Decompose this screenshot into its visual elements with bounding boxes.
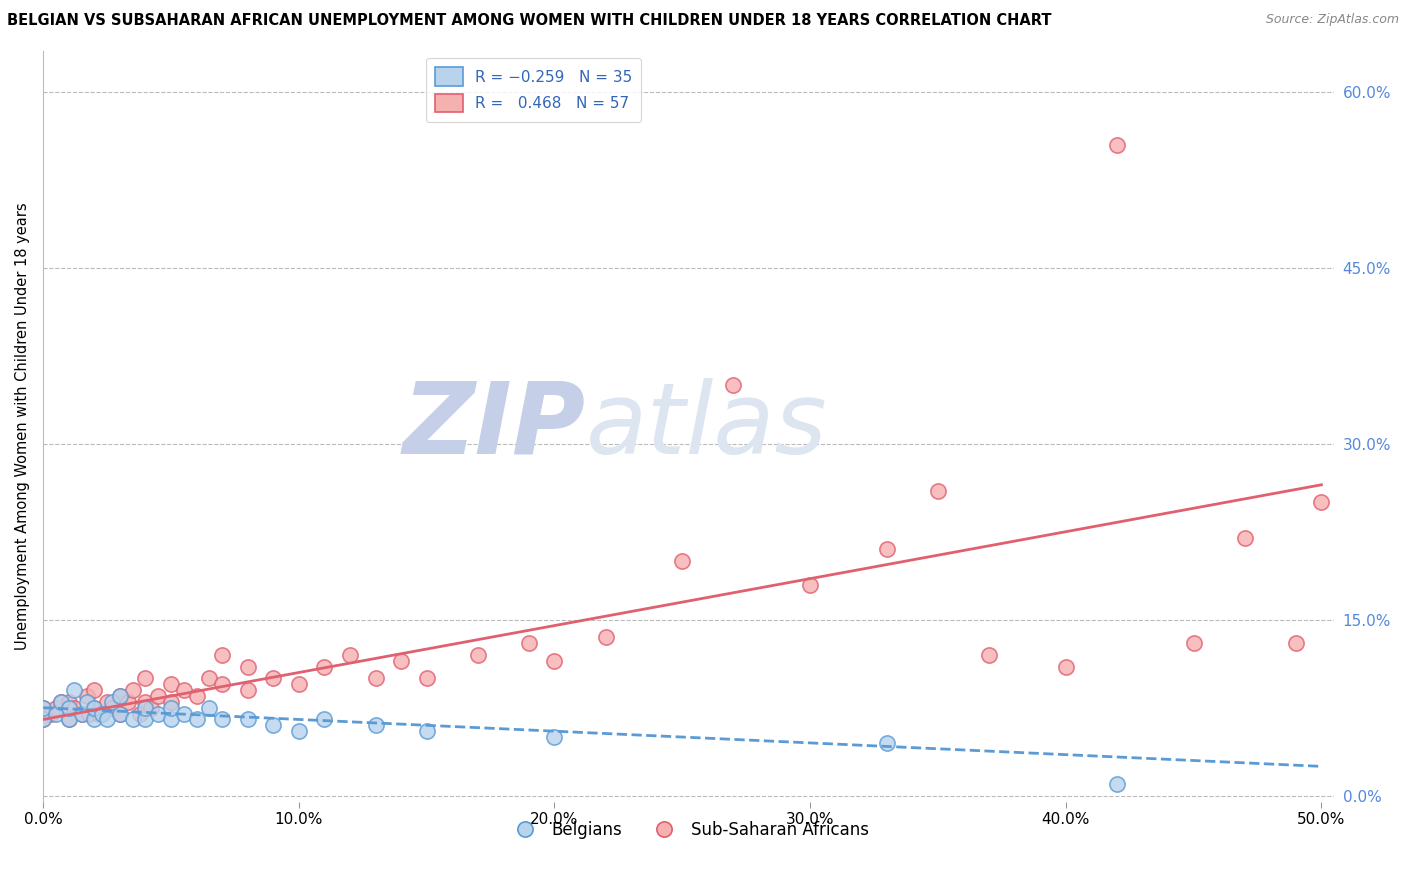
Point <box>96 713 118 727</box>
Point <box>148 706 170 721</box>
Point <box>1285 636 1308 650</box>
Point <box>58 713 80 727</box>
Point <box>236 659 259 673</box>
Point <box>173 683 195 698</box>
Point <box>108 706 131 721</box>
Point <box>32 700 55 714</box>
Point <box>1054 659 1077 673</box>
Point <box>186 713 208 727</box>
Point <box>799 577 821 591</box>
Point <box>117 695 139 709</box>
Point <box>517 636 540 650</box>
Point <box>91 706 114 721</box>
Point <box>45 706 67 721</box>
Point <box>83 700 105 714</box>
Point <box>108 706 131 721</box>
Point <box>160 713 183 727</box>
Point <box>173 706 195 721</box>
Point <box>63 683 86 698</box>
Point <box>876 736 898 750</box>
Point <box>595 630 617 644</box>
Point <box>58 695 80 709</box>
Point <box>101 700 124 714</box>
Point <box>32 700 55 714</box>
Point <box>83 713 105 727</box>
Point <box>1233 531 1256 545</box>
Point <box>58 713 80 727</box>
Point <box>108 689 131 703</box>
Text: BELGIAN VS SUBSAHARAN AFRICAN UNEMPLOYMENT AMONG WOMEN WITH CHILDREN UNDER 18 YE: BELGIAN VS SUBSAHARAN AFRICAN UNEMPLOYME… <box>7 13 1052 29</box>
Point <box>83 683 105 698</box>
Point <box>364 718 387 732</box>
Point <box>49 695 72 709</box>
Point <box>364 672 387 686</box>
Point <box>160 695 183 709</box>
Point <box>876 542 898 557</box>
Point <box>977 648 1000 662</box>
Text: Source: ZipAtlas.com: Source: ZipAtlas.com <box>1265 13 1399 27</box>
Point <box>198 700 221 714</box>
Point <box>211 677 233 691</box>
Point <box>121 683 143 698</box>
Point <box>186 689 208 703</box>
Point <box>101 695 124 709</box>
Point <box>160 700 183 714</box>
Point <box>211 713 233 727</box>
Point <box>1182 636 1205 650</box>
Point <box>160 677 183 691</box>
Point <box>134 672 156 686</box>
Legend: Belgians, Sub-Saharan Africans: Belgians, Sub-Saharan Africans <box>502 814 876 846</box>
Point <box>70 706 93 721</box>
Point <box>723 378 745 392</box>
Point <box>671 554 693 568</box>
Point <box>32 713 55 727</box>
Point <box>83 700 105 714</box>
Point <box>96 695 118 709</box>
Text: atlas: atlas <box>585 377 827 475</box>
Text: ZIP: ZIP <box>402 377 585 475</box>
Point <box>49 695 72 709</box>
Point <box>32 713 55 727</box>
Point <box>927 483 949 498</box>
Point <box>543 730 565 744</box>
Point <box>77 706 100 721</box>
Point <box>121 713 143 727</box>
Point <box>339 648 361 662</box>
Point <box>76 695 98 709</box>
Point <box>39 706 62 721</box>
Point <box>76 689 98 703</box>
Point <box>288 724 311 739</box>
Point <box>288 677 311 691</box>
Point <box>108 689 131 703</box>
Point <box>148 689 170 703</box>
Point <box>236 683 259 698</box>
Point <box>211 648 233 662</box>
Point <box>70 706 93 721</box>
Point <box>467 648 489 662</box>
Point <box>262 718 284 732</box>
Point <box>198 672 221 686</box>
Point <box>1105 137 1128 152</box>
Y-axis label: Unemployment Among Women with Children Under 18 years: Unemployment Among Women with Children U… <box>15 202 30 650</box>
Point <box>139 700 162 714</box>
Point <box>63 700 86 714</box>
Point <box>129 706 152 721</box>
Point <box>314 659 336 673</box>
Point <box>543 654 565 668</box>
Point <box>89 706 111 721</box>
Point <box>415 724 437 739</box>
Point <box>58 700 80 714</box>
Point <box>1105 777 1128 791</box>
Point <box>1310 495 1333 509</box>
Point <box>262 672 284 686</box>
Point <box>134 695 156 709</box>
Point <box>415 672 437 686</box>
Point <box>236 713 259 727</box>
Point <box>389 654 412 668</box>
Point <box>45 700 67 714</box>
Point <box>134 713 156 727</box>
Point <box>314 713 336 727</box>
Point <box>134 700 156 714</box>
